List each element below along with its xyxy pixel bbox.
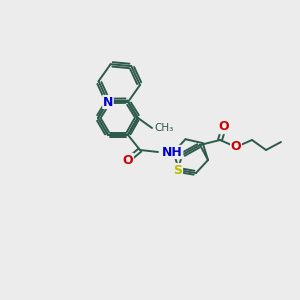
Text: S: S: [173, 164, 182, 176]
Text: N: N: [103, 95, 113, 109]
Text: O: O: [219, 121, 229, 134]
Text: CH₃: CH₃: [154, 123, 173, 133]
Text: O: O: [231, 140, 241, 154]
Text: NH: NH: [162, 146, 183, 158]
Text: O: O: [123, 154, 133, 166]
